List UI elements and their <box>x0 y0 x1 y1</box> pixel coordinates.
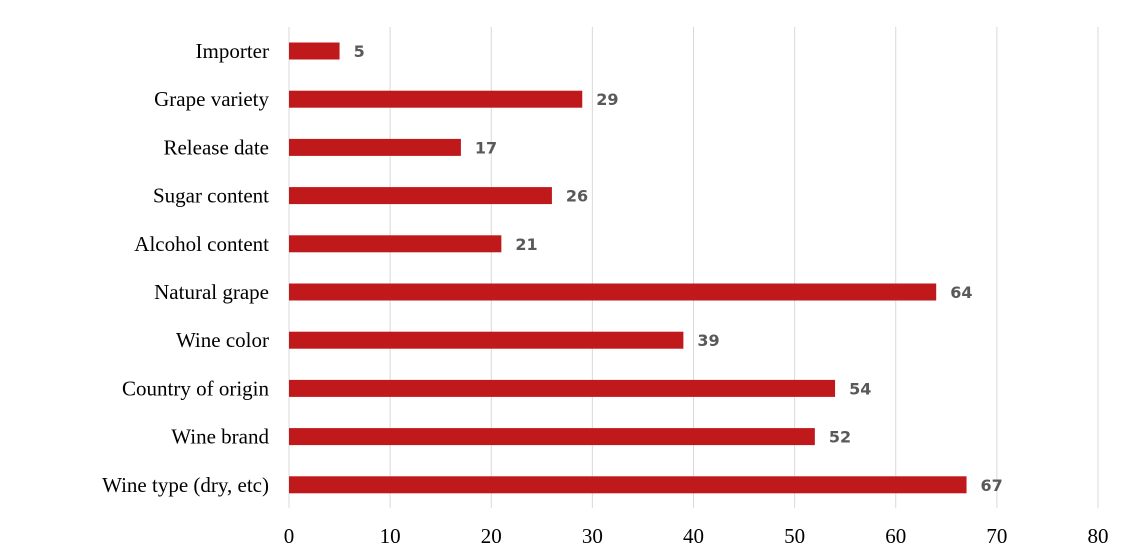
data-label: 29 <box>596 90 618 109</box>
bar <box>289 187 552 205</box>
category-label: Natural grape <box>154 280 269 304</box>
data-label: 67 <box>981 476 1003 495</box>
category-label: Wine brand <box>171 425 269 449</box>
bar <box>289 138 461 156</box>
data-label: 26 <box>566 187 588 206</box>
x-tick-label: 50 <box>784 524 805 548</box>
x-tick-label: 60 <box>885 524 906 548</box>
data-label: 39 <box>697 331 719 350</box>
category-label: Country of origin <box>122 376 269 400</box>
category-label: Wine type (dry, etc) <box>102 473 269 497</box>
data-label: 64 <box>950 283 972 302</box>
x-tick-label: 40 <box>683 524 704 548</box>
bar <box>289 283 937 301</box>
data-label: 17 <box>475 138 497 157</box>
x-tick-label: 20 <box>481 524 502 548</box>
category-label: Sugar content <box>153 184 269 208</box>
bar <box>289 331 684 349</box>
x-tick-label: 70 <box>986 524 1007 548</box>
x-axis-tick-labels: 0 10 20 30 40 50 60 70 80 <box>284 524 1109 548</box>
bars <box>289 42 967 494</box>
category-label: Grape variety <box>154 87 269 111</box>
data-labels: 5 29 17 26 21 64 39 54 52 67 <box>354 42 1003 495</box>
bar <box>289 428 815 446</box>
category-label: Importer <box>196 39 269 63</box>
category-labels: Importer Grape variety Release date Sugar c… <box>102 39 269 497</box>
bar <box>289 476 967 494</box>
bar <box>289 90 583 108</box>
category-label: Wine color <box>176 328 269 352</box>
category-label: Release date <box>163 135 269 159</box>
data-label: 54 <box>849 379 871 398</box>
data-label: 5 <box>354 42 365 61</box>
bar <box>289 235 502 253</box>
bar <box>289 379 836 397</box>
data-label: 21 <box>515 235 537 254</box>
data-label: 52 <box>829 428 851 447</box>
x-tick-label: 30 <box>582 524 603 548</box>
bar <box>289 42 340 60</box>
x-tick-label: 80 <box>1088 524 1109 548</box>
x-tick-label: 10 <box>380 524 401 548</box>
category-label: Alcohol content <box>134 232 269 256</box>
x-tick-label: 0 <box>284 524 295 548</box>
